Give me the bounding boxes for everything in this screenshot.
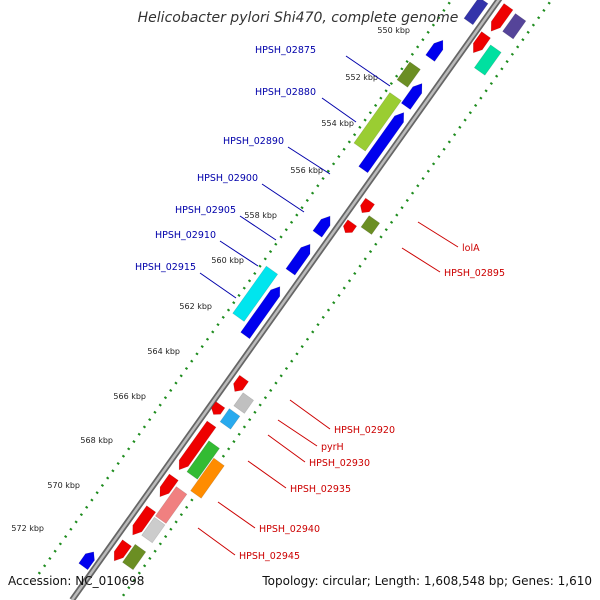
callout-line xyxy=(217,501,256,529)
gene-blue-1 xyxy=(425,39,444,62)
gene-green xyxy=(186,440,220,480)
gene-blue-5 xyxy=(285,243,311,276)
callout-line xyxy=(321,97,357,123)
gene-labels: HPSH_02875 HPSH_02880 HPSH_02890 HPSH_02900… xyxy=(135,45,505,562)
gene-label-reverse: HPSH_02945 xyxy=(239,551,300,562)
gene-cyan xyxy=(232,265,279,322)
gene-red-b xyxy=(342,219,358,234)
callout-line xyxy=(287,146,331,175)
gene-cyan-2 xyxy=(219,408,241,430)
accession-text: Accession: NC_010698 xyxy=(8,574,145,588)
gene-blue-3 xyxy=(358,112,405,174)
gene-red-c xyxy=(233,374,249,392)
tick-label: 550 kbp xyxy=(377,26,410,35)
tick-label: 554 kbp xyxy=(321,119,354,128)
tick-label: 572 kbp xyxy=(11,524,44,533)
callout-line xyxy=(239,215,277,241)
gene-label-reverse: lolA xyxy=(462,243,480,254)
gene-red-top2 xyxy=(472,31,491,54)
gene-red-a xyxy=(360,197,376,214)
gene-lightgray xyxy=(141,516,166,544)
gene-label-forward: HPSH_02890 xyxy=(223,136,284,147)
gene-teal-top xyxy=(473,44,502,76)
gene-label-forward: HPSH_02880 xyxy=(255,87,316,98)
gene-blue-top xyxy=(463,0,489,26)
gene-label-forward: HPSH_02910 xyxy=(155,230,216,241)
dotted-guides xyxy=(36,0,553,600)
callout-line xyxy=(345,55,391,87)
callout-line xyxy=(247,460,287,489)
callout-line xyxy=(401,247,441,273)
gene-red-h xyxy=(113,539,132,562)
gene-label-reverse: HPSH_02930 xyxy=(309,458,370,469)
callout-line xyxy=(417,221,459,248)
gene-features xyxy=(78,0,527,571)
gene-pink xyxy=(154,486,188,524)
gene-label-forward: HPSH_02900 xyxy=(197,173,258,184)
gene-olive-3 xyxy=(122,543,147,571)
gene-label-forward: HPSH_02905 xyxy=(175,205,236,216)
gene-label-reverse: HPSH_02895 xyxy=(444,268,505,279)
tick-label: 568 kbp xyxy=(80,436,113,445)
tick-labels: 550 kbp 552 kbp 554 kbp 556 kbp 558 kbp 560 k… xyxy=(11,26,410,533)
gene-blue-4 xyxy=(312,215,331,238)
gene-label-reverse: pyrH xyxy=(321,442,344,453)
genome-backbone xyxy=(69,0,503,600)
gene-label-reverse: HPSH_02940 xyxy=(259,524,320,535)
gene-red-f xyxy=(159,473,179,498)
topology-text: Topology: circular; Length: 1,608,548 bp… xyxy=(262,574,592,588)
callout-line xyxy=(219,240,259,267)
gene-red-e xyxy=(178,420,217,471)
gene-label-reverse: HPSH_02920 xyxy=(334,425,395,436)
gene-label-forward: HPSH_02875 xyxy=(255,45,316,56)
tick-label: 552 kbp xyxy=(345,73,378,82)
gene-blue-2 xyxy=(400,83,423,110)
callout-line xyxy=(267,434,306,463)
tick-label: 556 kbp xyxy=(290,166,323,175)
gene-label-forward: HPSH_02915 xyxy=(135,262,196,273)
gene-label-reverse: HPSH_02935 xyxy=(290,484,351,495)
gene-red-top xyxy=(490,3,514,32)
gene-orange xyxy=(190,457,225,499)
callout-line xyxy=(289,399,331,430)
gene-purple-top xyxy=(502,13,527,40)
gene-red-d xyxy=(211,401,226,415)
gene-blue-6 xyxy=(240,286,281,340)
tick-label: 558 kbp xyxy=(244,211,277,220)
callout-line xyxy=(199,272,237,299)
tick-label: 560 kbp xyxy=(211,256,244,265)
callout-line xyxy=(197,527,236,556)
gene-olive-2 xyxy=(360,215,381,235)
gene-blue-bottom xyxy=(78,551,95,571)
tick-label: 570 kbp xyxy=(47,481,80,490)
gene-gray-1 xyxy=(233,392,255,414)
gene-olive-1 xyxy=(396,61,421,88)
callout-line xyxy=(277,419,318,447)
gene-yellowgreen xyxy=(353,92,402,152)
gene-red-g xyxy=(132,505,157,536)
map-title: Helicobacter pylori Shi470, complete gen… xyxy=(138,10,459,26)
tick-label: 562 kbp xyxy=(179,302,212,311)
callout-line xyxy=(261,183,305,213)
tick-label: 564 kbp xyxy=(147,347,180,356)
tick-label: 566 kbp xyxy=(113,392,146,401)
